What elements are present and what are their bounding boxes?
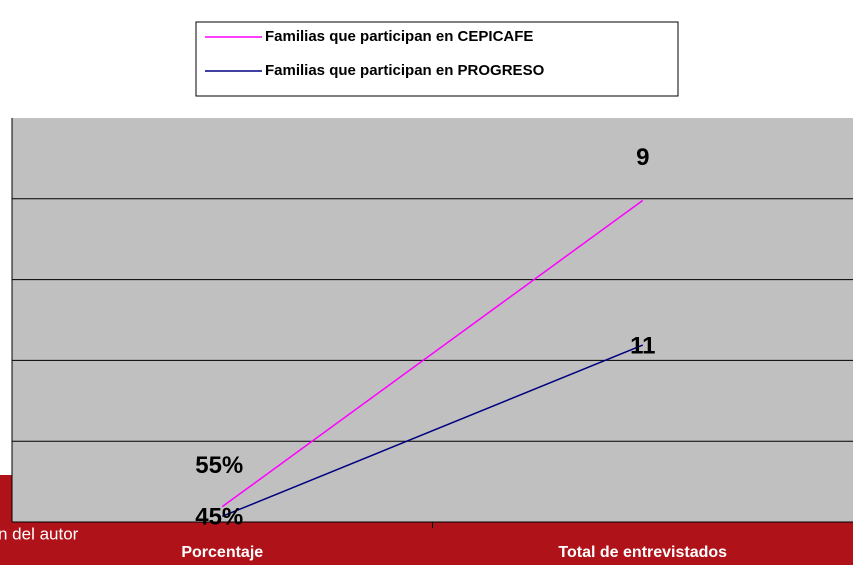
data-label: 11 <box>630 332 655 359</box>
data-label: 55% <box>195 452 243 479</box>
legend-label: Familias que participan en PROGRESO <box>265 62 545 79</box>
x-tick-label: Porcentaje <box>181 544 263 561</box>
plot-area <box>12 118 853 522</box>
series-line <box>221 344 644 518</box>
series-line <box>221 199 644 508</box>
legend-label: Familias que participan en CEPICAFE <box>265 28 533 45</box>
data-label: 9 <box>636 144 649 171</box>
data-label: 45% <box>195 504 243 531</box>
x-tick-label: Total de entrevistados <box>558 544 727 561</box>
legend <box>195 21 679 97</box>
background-text: n del autor <box>0 524 79 543</box>
